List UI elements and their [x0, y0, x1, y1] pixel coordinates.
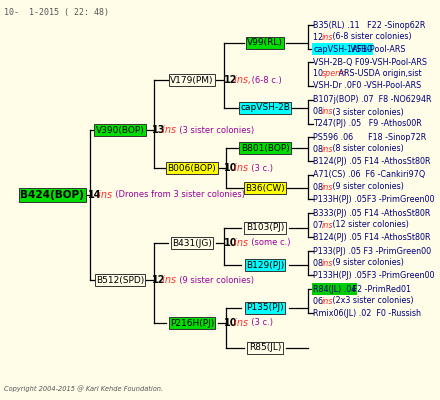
Text: (3 c.): (3 c.) [246, 318, 273, 328]
Text: ins: ins [95, 190, 112, 200]
Text: B107j(BOP) .07  F8 -NO6294R: B107j(BOP) .07 F8 -NO6294R [313, 96, 432, 104]
Text: capVSH-1AF10: capVSH-1AF10 [313, 44, 372, 54]
Text: ins,: ins, [231, 75, 252, 85]
Text: V179(PM): V179(PM) [170, 76, 214, 84]
Text: B006(BOP): B006(BOP) [168, 164, 216, 172]
Text: ARS-USDA origin,sist: ARS-USDA origin,sist [336, 70, 422, 78]
Text: ins: ins [159, 125, 176, 135]
Text: R85(JL): R85(JL) [249, 344, 281, 352]
Text: B512(SPD): B512(SPD) [96, 276, 144, 284]
Text: VSH-2B-Q F09-VSH-Pool-ARS: VSH-2B-Q F09-VSH-Pool-ARS [313, 58, 427, 66]
Text: (6-8 c.): (6-8 c.) [249, 76, 282, 84]
Text: B35(RL) .11   F22 -Sinop62R: B35(RL) .11 F22 -Sinop62R [313, 20, 425, 30]
Text: (3 sister colonies): (3 sister colonies) [330, 108, 404, 116]
Text: 10: 10 [313, 70, 326, 78]
Text: 06: 06 [313, 296, 326, 306]
Text: B801(BOP): B801(BOP) [241, 144, 290, 152]
Text: 13: 13 [152, 125, 165, 135]
Text: (8 sister colonies): (8 sister colonies) [330, 144, 404, 154]
Text: B424(BOP): B424(BOP) [20, 190, 84, 200]
Text: B129(PJ): B129(PJ) [246, 260, 284, 270]
Text: capVSH-2B: capVSH-2B [240, 104, 290, 112]
Text: ins: ins [322, 296, 333, 306]
Text: 08: 08 [313, 144, 326, 154]
Text: B431(JG): B431(JG) [172, 238, 212, 248]
Text: ins: ins [322, 220, 333, 230]
Text: PS596 .06      F18 -Sinop72R: PS596 .06 F18 -Sinop72R [313, 132, 426, 142]
Text: (9 sister colonies): (9 sister colonies) [330, 182, 404, 192]
Text: B36(CW): B36(CW) [245, 184, 285, 192]
Text: P216H(PJ): P216H(PJ) [170, 318, 214, 328]
Text: ins: ins [322, 144, 333, 154]
Text: (3 c.): (3 c.) [246, 164, 273, 172]
Text: 12: 12 [152, 275, 165, 285]
Text: 12: 12 [224, 75, 238, 85]
Text: F2 -PrimRed01: F2 -PrimRed01 [345, 284, 411, 294]
Text: (9 sister colonies): (9 sister colonies) [330, 258, 404, 268]
Text: 10-  1-2015 ( 22: 48): 10- 1-2015 ( 22: 48) [4, 8, 109, 17]
Text: A71(CS) .06  F6 -Cankiri97Q: A71(CS) .06 F6 -Cankiri97Q [313, 170, 425, 180]
Text: T247(PJ) .05   F9 -Athos00R: T247(PJ) .05 F9 -Athos00R [313, 120, 422, 128]
Text: (2x3 sister colonies): (2x3 sister colonies) [330, 296, 414, 306]
Text: V99(RL): V99(RL) [247, 38, 283, 48]
Text: P135(PJ): P135(PJ) [246, 304, 284, 312]
Text: V390(BOP): V390(BOP) [95, 126, 144, 134]
Text: (Drones from 3 sister colonies): (Drones from 3 sister colonies) [110, 190, 245, 200]
Text: ins: ins [322, 182, 333, 192]
Text: B124(PJ) .05 F14 -AthosSt80R: B124(PJ) .05 F14 -AthosSt80R [313, 232, 430, 242]
Text: P133(PJ) .05 F3 -PrimGreen00: P133(PJ) .05 F3 -PrimGreen00 [313, 246, 431, 256]
Text: B333(PJ) .05 F14 -AthosSt80R: B333(PJ) .05 F14 -AthosSt80R [313, 208, 430, 218]
Text: P133H(PJ) .05F3 -PrimGreen00: P133H(PJ) .05F3 -PrimGreen00 [313, 194, 434, 204]
Text: ins: ins [322, 108, 333, 116]
Text: 08: 08 [313, 108, 326, 116]
Text: ins: ins [322, 32, 333, 42]
Text: 10: 10 [224, 163, 238, 173]
Text: P133H(PJ) .05F3 -PrimGreen00: P133H(PJ) .05F3 -PrimGreen00 [313, 270, 434, 280]
Text: (3 sister colonies): (3 sister colonies) [174, 126, 254, 134]
Text: VSH-Pool-ARS: VSH-Pool-ARS [348, 44, 405, 54]
Text: 14: 14 [88, 190, 102, 200]
Text: B124(PJ) .05 F14 -AthosSt80R: B124(PJ) .05 F14 -AthosSt80R [313, 156, 430, 166]
Text: VSH-Dr .0F0 -VSH-Pool-ARS: VSH-Dr .0F0 -VSH-Pool-ARS [313, 82, 421, 90]
Text: ins: ins [231, 163, 249, 173]
Text: Rmix06(JL) .02  F0 -Russish: Rmix06(JL) .02 F0 -Russish [313, 308, 421, 318]
Text: 08: 08 [313, 182, 326, 192]
Text: ins: ins [322, 258, 333, 268]
Text: ins: ins [231, 318, 249, 328]
Text: (12 sister colonies): (12 sister colonies) [330, 220, 409, 230]
Text: 10: 10 [224, 318, 238, 328]
Text: Copyright 2004-2015 @ Karl Kehde Foundation.: Copyright 2004-2015 @ Karl Kehde Foundat… [4, 385, 163, 392]
Text: (6-8 sister colonies): (6-8 sister colonies) [330, 32, 412, 42]
Text: B103(PJ): B103(PJ) [246, 224, 284, 232]
Text: (9 sister colonies): (9 sister colonies) [174, 276, 254, 284]
Text: ins: ins [231, 238, 249, 248]
Text: (some c.): (some c.) [246, 238, 290, 248]
Text: 07: 07 [313, 220, 326, 230]
Text: sperm: sperm [322, 70, 347, 78]
Text: 12: 12 [313, 32, 326, 42]
Text: 08: 08 [313, 258, 326, 268]
Text: 10: 10 [224, 238, 238, 248]
Text: R84(JL) .04: R84(JL) .04 [313, 284, 356, 294]
Text: ins: ins [159, 275, 176, 285]
